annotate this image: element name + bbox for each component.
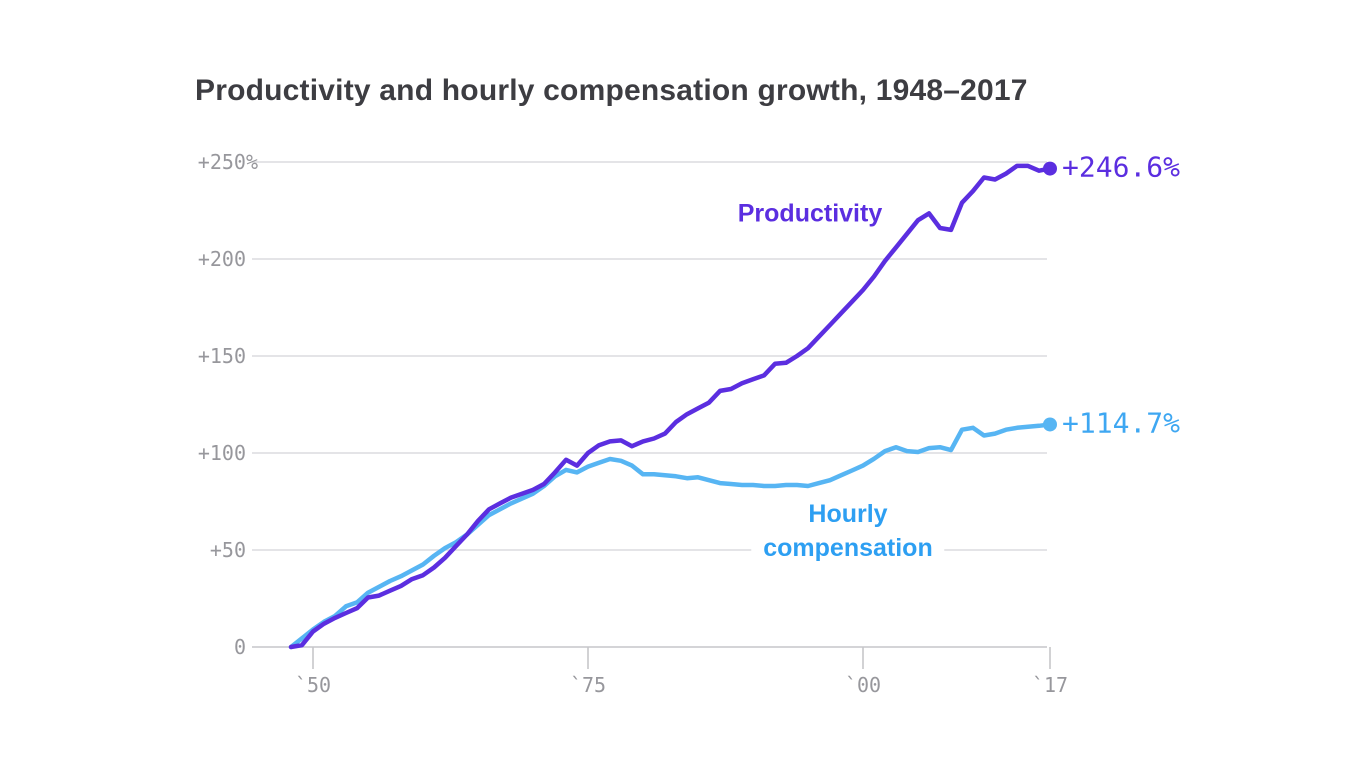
hourly-label-line1: Hourly (808, 500, 888, 528)
y-tick-label: +100 (198, 441, 246, 465)
x-tick-label: `17 (1032, 673, 1068, 697)
y-tick-label: +200 (198, 247, 246, 271)
end-dot-productivity (1043, 161, 1057, 176)
chart-title: Productivity and hourly compensation gro… (195, 74, 1028, 107)
series-line-hourly-compensation (288, 422, 1053, 650)
y-tick-label: 0 (234, 635, 246, 659)
y-tick-label: +50 (210, 538, 246, 562)
hourly-end-value-label: +114.7% (1062, 406, 1181, 440)
y-tick-label: +250% (198, 150, 258, 174)
x-tick-label: `75 (570, 673, 606, 697)
productivity-end-value-label: +246.6% (1062, 150, 1181, 184)
x-tick-label: `50 (295, 673, 331, 697)
hourly-compensation-series-label: Hourly compensation (751, 495, 945, 567)
productivity-series-label: Productivity (737, 199, 883, 228)
x-tick-label: `00 (845, 673, 881, 697)
series-line-productivity (288, 163, 1053, 650)
end-dot-hourly-compensation (1043, 417, 1057, 432)
y-tick-label: +150 (198, 344, 246, 368)
hourly-label-line2: compensation (763, 534, 933, 562)
